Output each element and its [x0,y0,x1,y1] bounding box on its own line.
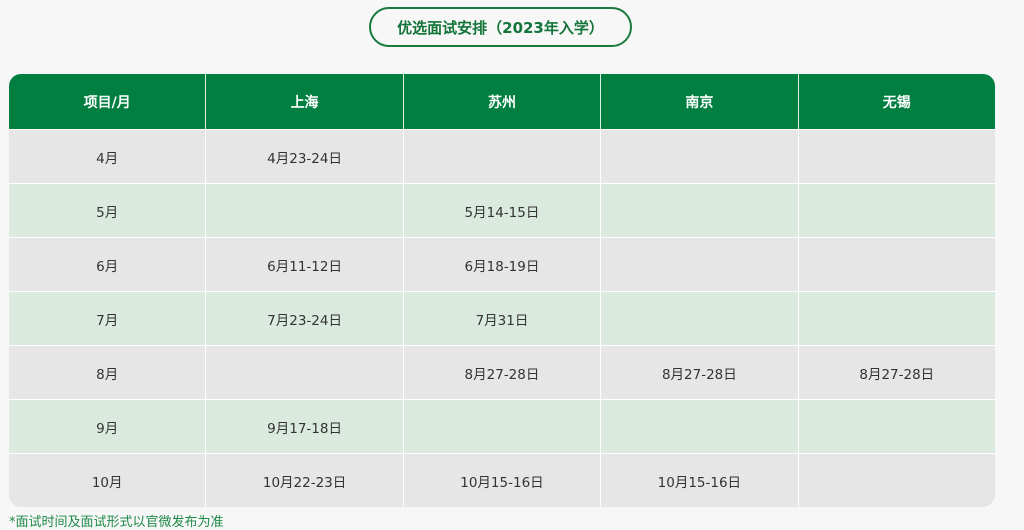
table-cell [798,399,995,453]
table-row: 9月 9月17-18日 [9,399,995,453]
table-cell: 7月23-24日 [206,291,404,345]
table-cell: 6月 [9,237,207,291]
interview-schedule-table: 项目/月 上海 苏州 南京 无锡 4月 4月23-24日 5月 5月14-15日 6月 6月11-… [9,74,995,507]
table-cell [601,129,799,183]
table-cell: 7月31日 [403,291,602,345]
table-cell: 8月27-28日 [601,345,799,399]
table-cell [601,183,799,237]
column-header: 苏州 [403,74,602,129]
column-header: 无锡 [798,74,995,129]
table-cell: 10月15-16日 [403,453,602,507]
table-cell [206,345,404,399]
table-cell: 8月 [9,345,207,399]
table-row: 8月 8月27-28日 8月27-28日 8月27-28日 [9,345,995,399]
table-cell: 9月 [9,399,207,453]
table-cell [403,399,602,453]
table-row: 6月 6月11-12日 6月18-19日 [9,237,995,291]
footnote: *面试时间及面试形式以官微发布为准 [9,515,224,530]
page-title: 优选面试安排（2023年入学） [369,7,632,47]
table-cell [601,399,799,453]
table-cell: 10月22-23日 [206,453,404,507]
table-row: 7月 7月23-24日 7月31日 [9,291,995,345]
table-cell [798,237,995,291]
table-cell [206,183,404,237]
column-header: 南京 [601,74,799,129]
table-cell: 8月27-28日 [798,345,995,399]
table-row: 5月 5月14-15日 [9,183,995,237]
table-cell: 6月11-12日 [206,237,404,291]
table-cell [601,291,799,345]
table-cell: 8月27-28日 [403,345,602,399]
table-row: 4月 4月23-24日 [9,129,995,183]
table-cell: 7月 [9,291,207,345]
table-cell [601,237,799,291]
table-cell: 5月 [9,183,207,237]
table-cell [798,453,995,507]
table-cell [798,291,995,345]
column-header: 项目/月 [9,74,207,129]
table-cell: 4月 [9,129,207,183]
column-header: 上海 [206,74,404,129]
table-cell: 6月18-19日 [403,237,602,291]
table-cell [798,183,995,237]
table-cell: 5月14-15日 [403,183,602,237]
table-row: 10月 10月22-23日 10月15-16日 10月15-16日 [9,453,995,507]
table-cell [798,129,995,183]
table-cell: 9月17-18日 [206,399,404,453]
table-cell: 10月 [9,453,207,507]
table-cell: 10月15-16日 [601,453,799,507]
table-cell: 4月23-24日 [206,129,404,183]
table-cell [403,129,602,183]
table-header-row: 项目/月 上海 苏州 南京 无锡 [9,74,995,129]
